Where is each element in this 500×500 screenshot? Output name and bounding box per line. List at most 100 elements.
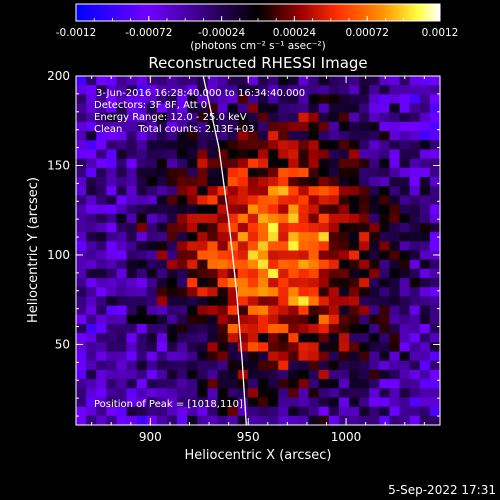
heatmap-cell [429,287,441,297]
heatmap-cell [156,250,168,261]
heatmap-cell [146,333,158,343]
heatmap-cell [126,158,138,169]
heatmap-cell [419,103,431,114]
heatmap-cell [338,305,350,316]
heatmap-cell [197,204,208,215]
heatmap-cell [268,121,279,132]
heatmap-cell [318,103,330,114]
heatmap-cell [146,204,158,215]
heatmap-cell [399,333,411,343]
heatmap-cell [217,379,229,389]
heatmap-cell [349,369,360,380]
heatmap-cell [328,287,340,297]
heatmap-cell [126,195,138,205]
heatmap-cell [146,323,158,334]
heatmap-cell [207,85,218,95]
heatmap-cell [247,204,259,215]
heatmap-cell [379,131,390,141]
heatmap-cell [328,296,340,306]
heatmap-cell [278,369,289,380]
heatmap-cell [227,388,239,398]
heatmap-cell [207,305,218,316]
heatmap-cell [146,379,158,389]
heatmap-cell [217,369,229,380]
heatmap-cell [187,305,198,316]
heatmap-cell [308,369,320,380]
heatmap-cell [278,333,289,343]
heatmap-cell [258,195,269,205]
heatmap-cell [419,186,431,196]
heatmap-cell [207,379,218,389]
heatmap-cell [409,250,421,261]
heatmap-cell [96,268,107,279]
heatmap-cell [379,287,390,297]
heatmap-cell [379,342,390,352]
heatmap-cell [288,232,299,242]
heatmap-cell [389,103,400,114]
heatmap-cell [76,388,87,398]
heatmap-cell [409,222,421,233]
heatmap-cell [86,112,97,123]
heatmap-cell [399,296,411,306]
heatmap-cell [288,250,299,261]
heatmap-cell [399,342,411,352]
heatmap-cell [237,388,249,398]
heatmap-cell [187,204,198,215]
heatmap-cell [86,177,97,187]
heatmap-cell [156,268,168,279]
heatmap-cell [338,278,350,288]
heatmap-cell [258,379,269,389]
heatmap-cell [187,213,198,224]
heatmap-cell [136,333,148,343]
heatmap-cell [156,379,168,389]
heatmap-cell [369,213,380,224]
heatmap-cell [187,85,198,95]
heatmap-cell [429,388,441,398]
heatmap-cell [298,186,309,196]
heatmap-cell [298,167,309,178]
heatmap-cell [268,149,279,160]
heatmap-cell [308,213,320,224]
heatmap-cell [288,314,299,325]
heatmap-cell [429,360,441,371]
heatmap-cell [298,140,309,150]
heatmap-cell [177,149,188,160]
heatmap-cell [268,158,279,169]
heatmap-cell [318,140,330,150]
heatmap-cell [227,222,239,233]
heatmap-cell [96,232,107,242]
heatmap-cell [167,140,178,150]
heatmap-cell [247,323,259,334]
heatmap-cell [96,140,107,150]
heatmap-cell [156,287,168,297]
heatmap-cell [76,314,87,325]
heatmap-cell [369,397,380,408]
heatmap-cell [349,250,360,261]
heatmap-cell [116,360,127,371]
heatmap-cell [106,351,117,362]
heatmap-cell [419,314,431,325]
heatmap-cell [288,397,299,408]
heatmap-cell [409,333,421,343]
heatmap-cell [429,305,441,316]
heatmap-cell [399,323,411,334]
heatmap-cell [156,140,168,150]
heatmap-cell [399,103,411,114]
heatmap-cell [146,250,158,261]
heatmap-cell [247,167,259,178]
heatmap-cell [106,94,117,104]
heatmap-cell [126,314,138,325]
heatmap-cell [419,222,431,233]
heatmap-cell [187,406,198,417]
heatmap-cell [288,415,299,426]
heatmap-cell [328,232,340,242]
heatmap-cell [197,323,208,334]
heatmap-cell [399,85,411,95]
heatmap-cell [399,305,411,316]
heatmap-cell [258,323,269,334]
heatmap-cell [308,131,320,141]
heatmap-cell [409,94,421,104]
heatmap-cell [146,415,158,426]
heatmap-cell [268,241,279,251]
